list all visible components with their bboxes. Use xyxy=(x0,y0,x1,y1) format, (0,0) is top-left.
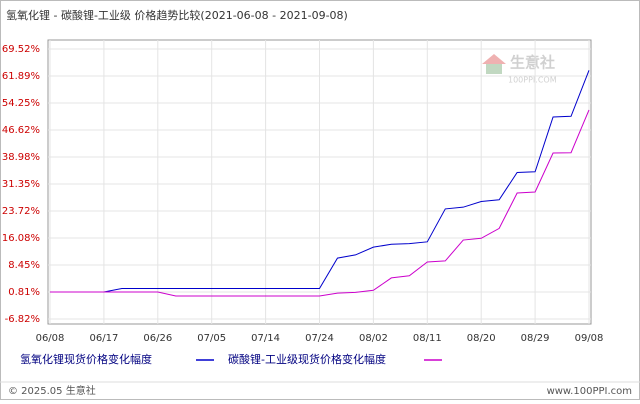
x-tick-label: 08/11 xyxy=(413,333,442,344)
x-tick-label: 06/17 xyxy=(89,333,118,344)
watermark: 生意社 100PPI.COM xyxy=(482,54,557,85)
y-tick-label: 31.35% xyxy=(2,179,40,190)
y-tick-label: 46.62% xyxy=(2,125,40,136)
chart-title: 氢氧化锂 - 碳酸锂-工业级 价格趋势比较(2021-06-08 - 2021-… xyxy=(6,8,348,22)
y-tick-label: 61.89% xyxy=(2,71,40,82)
series-line xyxy=(50,109,590,297)
y-tick-label: 0.81% xyxy=(8,287,40,298)
y-tick-label: 23.72% xyxy=(2,206,40,217)
series-line xyxy=(50,70,590,293)
x-tick-label: 07/14 xyxy=(251,333,280,344)
y-tick-label: -6.82% xyxy=(5,314,40,325)
watermark-icon xyxy=(482,54,506,64)
footer-right: www.100PPI.com xyxy=(547,386,632,397)
x-tick-label: 06/26 xyxy=(143,333,172,344)
y-tick-label: 69.52% xyxy=(2,44,40,55)
x-tick-label: 09/08 xyxy=(575,333,604,344)
x-tick-label: 07/05 xyxy=(197,333,226,344)
y-tick-label: 16.08% xyxy=(2,233,40,244)
y-tick-label: 38.98% xyxy=(2,152,40,163)
legend-label: 碳酸锂-工业级现货价格变化幅度 xyxy=(228,352,386,366)
footer-left: © 2025.05 生意社 xyxy=(8,384,96,397)
watermark-icon xyxy=(486,64,502,74)
watermark-text: 生意社 xyxy=(510,54,555,72)
x-tick-label: 07/24 xyxy=(305,333,334,344)
watermark-site: 100PPI.COM xyxy=(508,76,557,85)
x-tick-label: 08/29 xyxy=(521,333,550,344)
y-tick-label: 8.45% xyxy=(8,260,40,271)
x-tick-label: 06/08 xyxy=(36,333,65,344)
x-tick-label: 08/20 xyxy=(467,333,496,344)
y-tick-label: 54.25% xyxy=(2,98,40,109)
x-tick-label: 08/02 xyxy=(359,333,388,344)
legend-label: 氢氧化锂现货价格变化幅度 xyxy=(20,352,152,366)
